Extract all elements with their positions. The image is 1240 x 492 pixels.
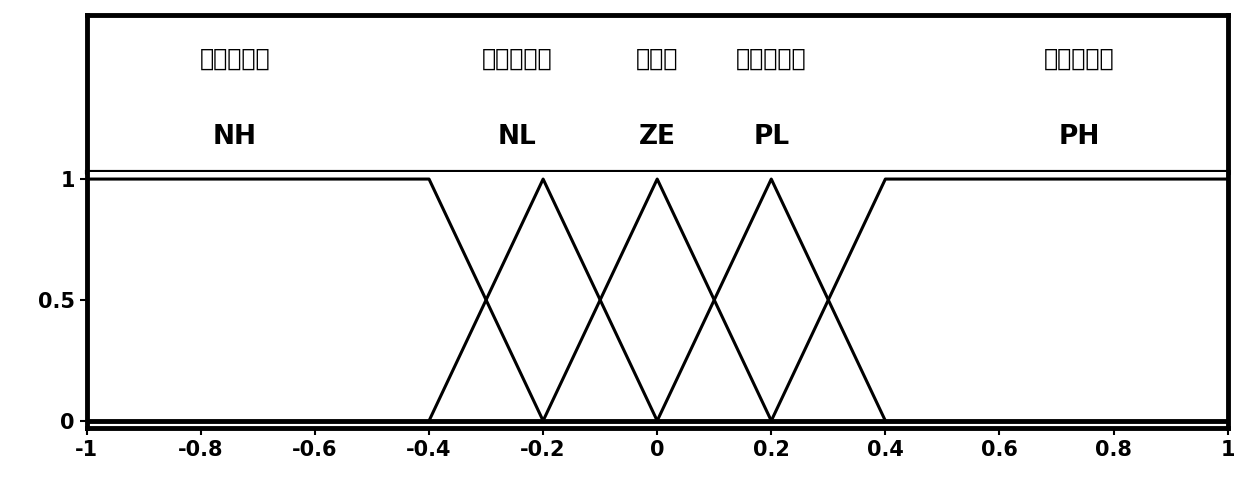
Text: PL: PL: [753, 124, 790, 150]
Text: NL: NL: [498, 124, 537, 150]
Text: PH: PH: [1059, 124, 1100, 150]
Text: 无偏差: 无偏差: [636, 47, 678, 71]
Text: NH: NH: [213, 124, 257, 150]
Text: 正向小偏差: 正向小偏差: [737, 47, 806, 71]
Text: ZE: ZE: [639, 124, 676, 150]
Text: 负向小偏差: 负向小偏差: [482, 47, 553, 71]
Text: 正向大偏差: 正向大偏差: [1044, 47, 1115, 71]
Text: 负向大偏差: 负向大偏差: [200, 47, 270, 71]
